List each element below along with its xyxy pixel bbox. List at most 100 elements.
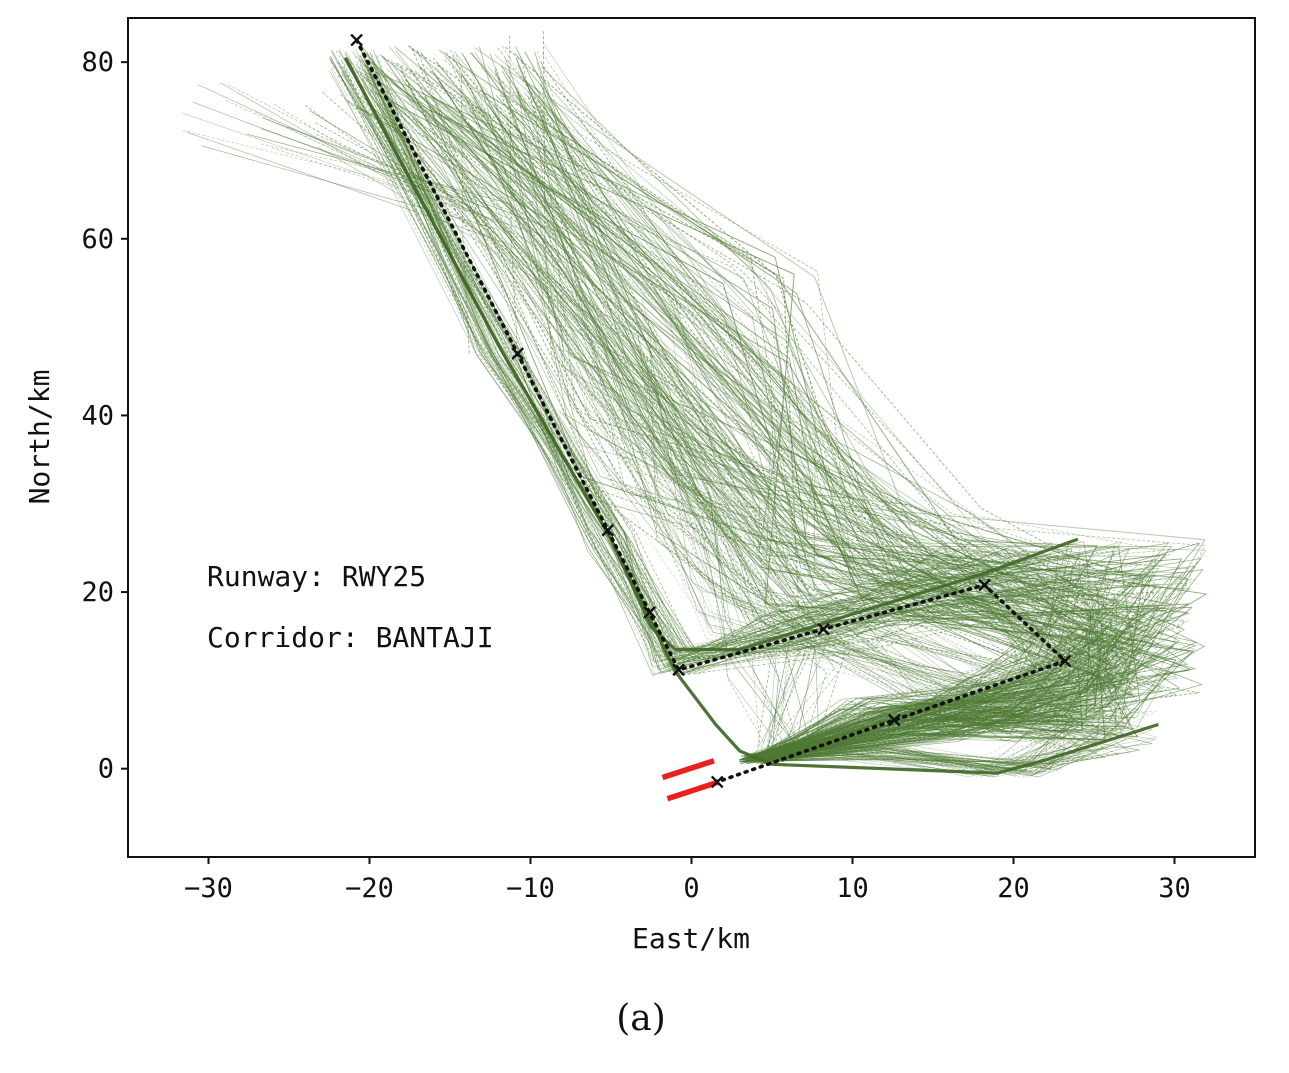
- flight-track: [337, 74, 1078, 761]
- flight-track: [369, 52, 1059, 761]
- flight-track: [344, 53, 1041, 761]
- flight-track: [364, 125, 765, 743]
- waypoint-marker: [672, 663, 685, 677]
- y-tick-label: 60: [81, 224, 114, 255]
- flight-track: [505, 72, 1134, 764]
- flight-track: [342, 69, 1068, 761]
- flight-track: [578, 298, 1098, 770]
- waypoint-marker: [817, 622, 830, 636]
- waypoint-marker: [511, 347, 524, 360]
- flight-track: [271, 147, 797, 760]
- flight-track: [316, 134, 827, 751]
- flight-track: [396, 62, 1156, 760]
- flight-track: [428, 109, 1097, 760]
- flight-track: [350, 61, 1096, 761]
- flight-track: [329, 58, 1043, 761]
- flight-track: [356, 107, 1114, 756]
- flight-track: [623, 320, 1100, 764]
- flight-track: [640, 359, 1106, 775]
- flight-track: [355, 63, 1102, 760]
- y-axis-ticks: 0 20 40 60 80: [81, 47, 128, 785]
- flight-track: [495, 94, 1177, 760]
- flight-track: [262, 117, 816, 746]
- flight-track: [641, 399, 1153, 763]
- flight-track: [646, 359, 1120, 773]
- flight-track: [652, 324, 1087, 775]
- x-tick-label: 10: [836, 873, 869, 904]
- flight-track: [341, 60, 1083, 761]
- flight-track: [603, 296, 1056, 767]
- flight-track: [523, 92, 1111, 761]
- flight-track: [366, 65, 1125, 761]
- flight-track: [672, 288, 1101, 775]
- waypoint-markers: [350, 33, 1072, 789]
- flight-track: [474, 47, 1118, 757]
- flight-track: [668, 309, 1081, 773]
- flight-track: [657, 390, 1049, 769]
- waypoint-marker: [1058, 654, 1072, 668]
- flight-track: [561, 408, 1140, 778]
- flight-track: [617, 373, 1115, 764]
- flight-track: [370, 89, 1173, 761]
- flight-track: [448, 56, 1138, 762]
- flight-track: [524, 51, 1103, 758]
- flight-track: [361, 95, 1182, 759]
- flight-track: [360, 49, 1114, 761]
- flight-track: [616, 391, 1058, 770]
- flight-track: [375, 54, 1064, 761]
- flight-track: [516, 91, 1146, 759]
- flight-track: [672, 301, 1097, 776]
- flight-track: [395, 49, 1161, 761]
- flight-track: [578, 328, 1130, 776]
- flight-track: [198, 84, 820, 756]
- flight-track: [362, 76, 1083, 757]
- route-corridor-line: [354, 38, 1067, 784]
- waypoint-marker: [888, 713, 901, 727]
- x-tick-label: −10: [506, 873, 555, 904]
- flight-track: [322, 91, 801, 753]
- flight-track: [417, 95, 1192, 757]
- flight-track: [668, 294, 1084, 765]
- flight-track: [575, 363, 1101, 769]
- x-tick-label: −20: [345, 873, 394, 904]
- flight-track: [467, 62, 1080, 760]
- x-tick-label: −30: [184, 873, 233, 904]
- y-tick-label: 80: [81, 47, 114, 78]
- flight-track: [411, 48, 1200, 764]
- flight-track: [356, 67, 1188, 761]
- flight-track: [362, 55, 1053, 761]
- flight-track: [359, 124, 787, 752]
- flight-track: [533, 106, 1146, 763]
- flight-track: [460, 75, 470, 354]
- flight-track: [359, 47, 1169, 765]
- flight-track: [247, 133, 779, 757]
- flight-track: [228, 84, 839, 759]
- flight-track: [410, 69, 1128, 758]
- waypoint-marker: [978, 578, 991, 592]
- flight-track: [386, 68, 1099, 758]
- flight-track: [589, 301, 1071, 770]
- flight-track: [354, 74, 1140, 761]
- x-tick-label: 20: [997, 873, 1030, 904]
- flight-track: [396, 78, 1207, 758]
- flight-track: [609, 327, 1082, 769]
- x-tick-label: 30: [1158, 873, 1191, 904]
- flight-track: [480, 86, 1154, 763]
- flight-track: [315, 122, 774, 747]
- flight-track: [581, 378, 1119, 765]
- main-track-line: [343, 56, 1159, 775]
- flight-track: [492, 112, 1205, 757]
- flight-track: [186, 131, 816, 759]
- flight-track: [286, 126, 817, 752]
- flight-track: [444, 114, 1158, 759]
- flight-track: [647, 337, 1050, 768]
- flight-track: [633, 344, 1079, 769]
- runway-annotation: Runway: RWY25: [207, 560, 426, 593]
- flight-track: [353, 53, 1119, 760]
- flight-track: [362, 84, 1134, 759]
- flight-track: [607, 303, 1115, 772]
- flight-track: [361, 45, 1190, 758]
- flight-track: [471, 106, 1144, 758]
- waypoint-marker: [643, 606, 656, 619]
- flight-track: [356, 71, 1206, 757]
